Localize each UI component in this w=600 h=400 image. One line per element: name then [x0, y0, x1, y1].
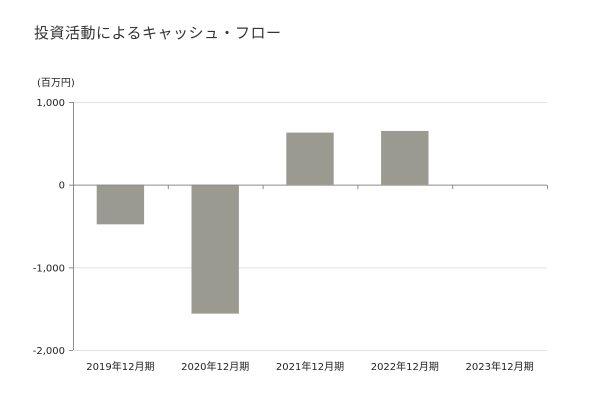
x-tick-label: 2020年12月期	[181, 360, 249, 373]
y-tick-label: 0	[59, 181, 65, 192]
bar	[96, 184, 145, 225]
bar	[286, 132, 334, 185]
y-tick-label: -2,000	[33, 346, 65, 357]
axes	[69, 102, 548, 351]
bar	[191, 184, 239, 314]
bar	[381, 130, 429, 185]
x-tick-label: 2019年12月期	[86, 360, 154, 373]
bars	[96, 130, 429, 314]
x-tick-label: 2021年12月期	[276, 360, 344, 373]
chart-title: 投資活動によるキャッシュ・フロー	[34, 24, 282, 42]
y-axis-unit-label: (百万円)	[37, 78, 75, 89]
y-tick-label: -1,000	[33, 263, 65, 274]
y-tick-label: 1,000	[36, 98, 65, 109]
tick-labels: 1,000 0 -1,000 -2,000 2019年12月期 2020年12月期 2021…	[33, 98, 534, 373]
x-tick-label: 2023年12月期	[466, 360, 534, 373]
x-tick-label: 2022年12月期	[371, 360, 439, 373]
gridlines	[73, 102, 547, 351]
